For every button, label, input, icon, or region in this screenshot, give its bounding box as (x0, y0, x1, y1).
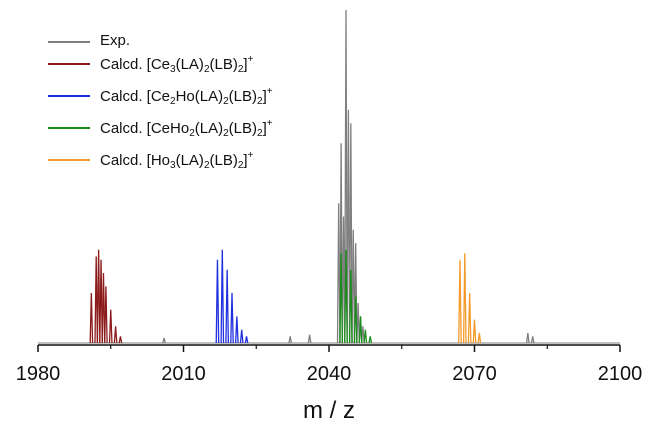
legend-label: Calcd. [Ho3(LA)2(LB)2]+ (100, 150, 253, 171)
spectrum-peak (239, 329, 244, 344)
series-1 (89, 249, 123, 344)
legend-swatch (48, 127, 90, 129)
legend-label-part: (LB) (228, 88, 258, 105)
legend-label-part: 2 (170, 96, 176, 107)
spectrum-peak (162, 337, 166, 344)
legend-label-part: 2 (237, 64, 244, 75)
spectrum-peak (215, 259, 220, 344)
spectrum-peak (244, 336, 249, 344)
legend-label: Calcd. [Ce3(LA)2(LB)2]+ (100, 54, 253, 75)
series-3 (339, 249, 373, 344)
legend-label: Calcd. [Ce2Ho(LA)2(LB)2]+ (100, 86, 273, 107)
legend-label-text: Calcd. [CeHo (100, 120, 190, 137)
legend-label-part: 3 (170, 64, 176, 75)
spectrum-peak (234, 316, 239, 344)
legend-label-part: ] (243, 56, 248, 73)
legend-label-part: + (266, 86, 273, 97)
legend-label-part: (LB) (209, 56, 238, 73)
spectrum-peak (339, 253, 343, 344)
legend-label-part: ] (262, 120, 267, 137)
x-tick-label: 2100 (598, 363, 643, 385)
legend-label-part: 2 (189, 128, 195, 139)
legend-label-part: 2 (237, 160, 244, 171)
legend-label-text: Exp. (100, 32, 131, 49)
legend-label-text: Calcd. [Ce (100, 56, 171, 73)
spectrum-peak (530, 336, 535, 344)
spectrum-peak (101, 273, 106, 344)
spectrum-peak (525, 332, 530, 344)
series-2 (215, 249, 249, 344)
legend-label-part: + (247, 54, 254, 65)
spectrum-peak (368, 336, 373, 344)
spectrum-peak (118, 336, 123, 344)
spectrum-peak (336, 203, 341, 344)
spectrum-peak (348, 269, 353, 344)
legend-label-part: 2 (203, 160, 210, 171)
spectrum-peak (348, 123, 353, 344)
legend-label-part: 3 (170, 160, 176, 171)
spectrum-peak (467, 293, 472, 344)
spectrum-peak (89, 293, 94, 344)
spectrum-peak (96, 249, 101, 344)
spectrum-peak (363, 329, 368, 344)
legend-label-text: Calcd. [Ce (100, 88, 171, 105)
spectrum-peak (288, 336, 293, 344)
series-layer (38, 9, 620, 344)
legend-label-part: 2 (257, 128, 263, 139)
legend-label-part: 2 (223, 96, 229, 107)
spectrum-peak (353, 296, 358, 344)
x-tick-label: 2010 (161, 363, 206, 385)
legend-label-part: 2 (203, 64, 210, 75)
spectrum-peak (344, 9, 348, 344)
legend-label-part: (LA) (194, 120, 224, 137)
legend-swatch (48, 63, 90, 65)
spectrum-peak (220, 249, 225, 344)
spectrum-peak (108, 309, 113, 344)
legend-label-part: 2 (257, 96, 263, 107)
x-axis-title: m / z (303, 397, 355, 424)
legend-swatch (48, 159, 90, 161)
legend-label-part: + (266, 118, 273, 129)
spectrum-peak (99, 259, 103, 344)
spectrum-peak (358, 316, 363, 344)
spectrum-peak (458, 259, 462, 344)
legend-label-part: (LB) (228, 120, 258, 137)
spectrum-peak (477, 332, 482, 344)
x-tick-label: 1980 (16, 363, 61, 385)
legend-label-part: ] (262, 88, 267, 105)
spectrum-peak (356, 303, 360, 344)
legend-label-part: ] (243, 152, 248, 169)
spectrum-peak (307, 334, 312, 344)
spectrum-peak (361, 326, 365, 344)
legend-label-part: (LA) (175, 152, 204, 169)
legend-swatch (48, 95, 90, 97)
spectrum-peak (113, 326, 118, 344)
spectrum-peak (462, 253, 467, 344)
legend-label-text: Calcd. [Ho (100, 152, 171, 169)
x-tick-label: 2070 (452, 363, 497, 385)
legend-label-part: (LB) (209, 152, 238, 169)
spectrum-peak (225, 269, 230, 344)
spectrum-peak (94, 256, 99, 344)
legend-label-part: + (247, 150, 254, 161)
legend-label-part: (LA) (175, 56, 204, 73)
spectrum-peak (344, 249, 348, 344)
series-4 (458, 253, 482, 344)
spectrum-peak (351, 229, 356, 344)
legend-label: Calcd. [CeHo2(LA)2(LB)2]+ (100, 118, 273, 139)
legend-label: Exp. (100, 32, 130, 49)
spectrum-peak (230, 293, 234, 344)
spectrum-peak (104, 286, 108, 344)
legend-label-part: 2 (223, 128, 229, 139)
x-axis-ticks: 1980 2010 2040 2070 2100 (16, 345, 643, 385)
spectrum-peak (472, 319, 477, 344)
legend-swatch (48, 41, 90, 43)
legend-label-part: Ho(LA) (175, 88, 224, 105)
spectrum-peak (346, 109, 351, 344)
x-tick-label: 2040 (307, 363, 352, 385)
